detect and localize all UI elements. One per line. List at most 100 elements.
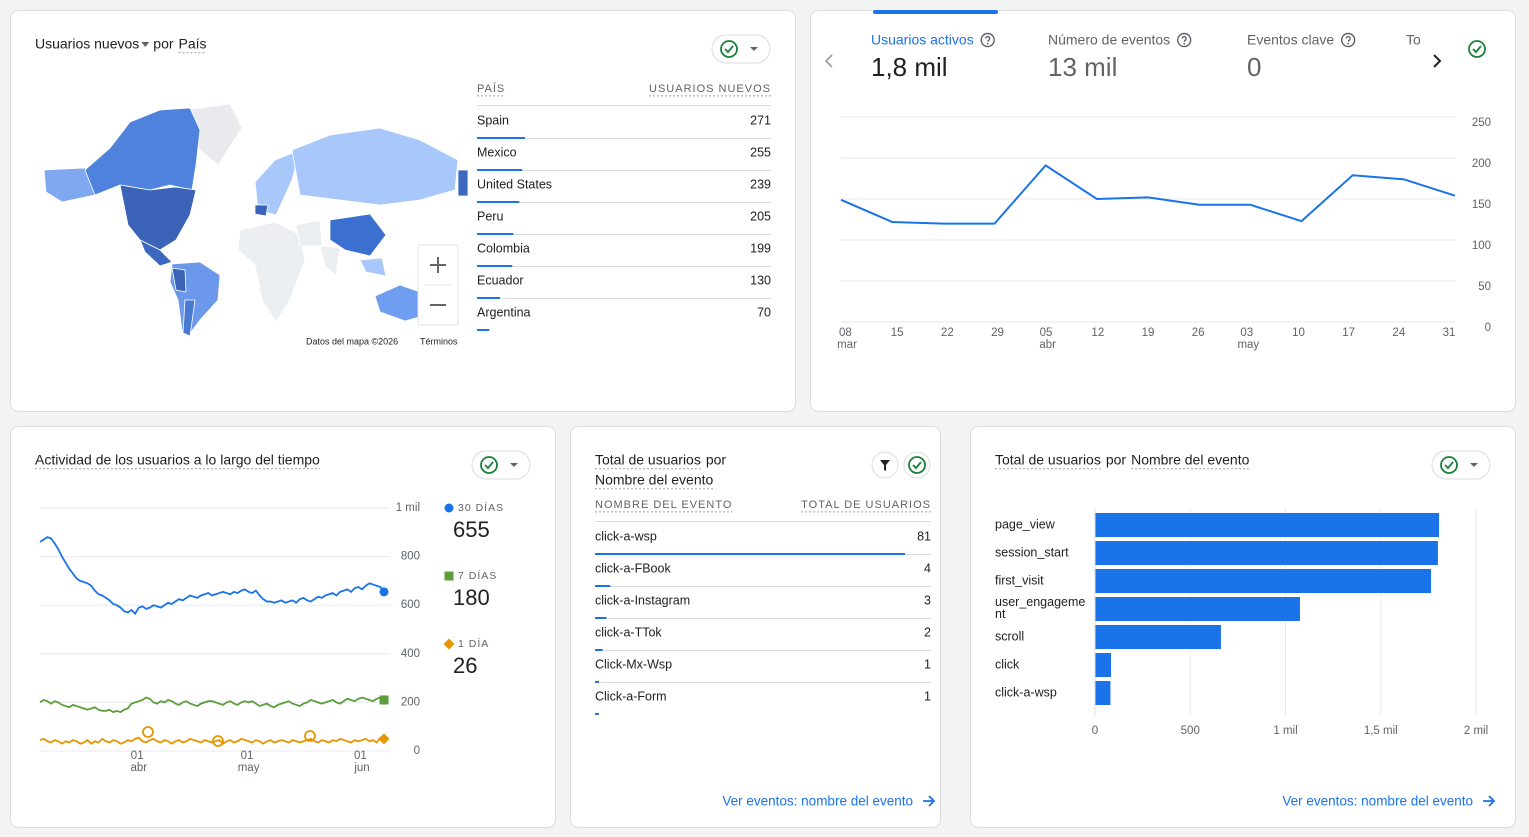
metric-dropdown[interactable] bbox=[141, 42, 150, 47]
card-title: Total de usuarios bbox=[995, 452, 1101, 468]
column-header: USUARIOS NUEVOS bbox=[649, 83, 771, 95]
value-bar bbox=[477, 329, 490, 331]
y-category-label: click-a-wsp bbox=[995, 685, 1057, 699]
help-icon[interactable] bbox=[1340, 32, 1356, 48]
y-category-label: user_engageme nt bbox=[995, 595, 1085, 621]
metric-tab-label[interactable]: Número de eventos bbox=[1048, 32, 1170, 48]
help-icon[interactable] bbox=[980, 32, 995, 48]
help-glyph bbox=[985, 35, 991, 42]
y-category-label: first_visit bbox=[995, 573, 1044, 587]
bar bbox=[1095, 597, 1300, 621]
check-icon bbox=[908, 456, 926, 474]
metric-tab-value: 1,8 mil bbox=[871, 52, 948, 82]
x-tick-label: 12 bbox=[1091, 327, 1104, 339]
y-tick-label: 800 bbox=[401, 551, 420, 563]
country-name: Argentina bbox=[477, 305, 531, 319]
card-title[interactable]: País bbox=[179, 36, 207, 52]
y-tick-label: 1 mil bbox=[396, 502, 420, 514]
dropdown-arrow bbox=[1470, 463, 1478, 467]
prev-arrow[interactable] bbox=[824, 54, 833, 68]
help-glyph bbox=[1345, 35, 1351, 42]
event-value: 3 bbox=[924, 593, 931, 607]
value-bar bbox=[477, 265, 513, 267]
value-bar bbox=[595, 713, 599, 715]
check-icon bbox=[480, 456, 498, 474]
x-tick-label: 22 bbox=[941, 327, 954, 339]
link-arrow[interactable] bbox=[923, 795, 936, 807]
event-name: click-a-TTok bbox=[595, 625, 662, 639]
metric-tab-value: 0 bbox=[1247, 52, 1261, 82]
check-mark bbox=[1472, 45, 1482, 54]
event-name: Click-Mx-Wsp bbox=[595, 657, 672, 671]
y-tick-label: 200 bbox=[401, 696, 420, 708]
check-mark bbox=[1444, 461, 1454, 470]
compare-button[interactable] bbox=[903, 451, 931, 479]
legend-value: 26 bbox=[453, 653, 477, 678]
bar bbox=[1095, 625, 1221, 649]
bar bbox=[1095, 541, 1438, 565]
value-bar bbox=[595, 649, 603, 651]
next-arrow[interactable] bbox=[1433, 54, 1442, 68]
end-marker bbox=[379, 587, 389, 597]
filter-button[interactable] bbox=[871, 451, 899, 479]
metric-tab-value: 13 mil bbox=[1048, 52, 1117, 82]
y-tick-label: 250 bbox=[1472, 117, 1491, 129]
x-tick-label: 24 bbox=[1392, 327, 1405, 339]
event-name: click-a-Instagram bbox=[595, 593, 690, 607]
card-title: por bbox=[706, 452, 727, 468]
card-title: Nombre del evento bbox=[1131, 452, 1250, 468]
map-terms[interactable]: Términos bbox=[420, 336, 458, 346]
x-tick-label: 31 bbox=[1443, 327, 1456, 339]
card-title: por bbox=[153, 36, 174, 52]
legend-marker bbox=[444, 503, 454, 513]
help-dot bbox=[1347, 42, 1350, 45]
card-events-table bbox=[570, 426, 941, 828]
card-title: Usuarios nuevos bbox=[35, 36, 139, 52]
country-name: Ecuador bbox=[477, 273, 524, 287]
line-series bbox=[39, 696, 385, 714]
card-activity bbox=[10, 426, 556, 828]
metric-tab-label[interactable]: Eventos clave bbox=[1247, 32, 1334, 48]
x-tick-label: 17 bbox=[1342, 327, 1355, 339]
value-bar bbox=[477, 233, 514, 235]
view-events-link[interactable]: Ver eventos: nombre del evento bbox=[722, 794, 913, 809]
event-value: 4 bbox=[924, 561, 931, 575]
x-tick-label: 29 bbox=[991, 327, 1004, 339]
zoom-controls bbox=[417, 244, 459, 326]
card-title: Total de usuarios bbox=[595, 452, 701, 468]
map-attribution: Datos del mapa ©2026 bbox=[306, 336, 398, 346]
legend-label: 1 DÍA bbox=[458, 637, 489, 650]
metric-tab-label[interactable]: To bbox=[1406, 32, 1421, 48]
metric-tab-label[interactable]: Usuarios activos bbox=[871, 32, 974, 48]
x-tick-label: 10 bbox=[1292, 327, 1305, 339]
x-tick-label: 1,5 mil bbox=[1364, 725, 1398, 737]
check-icon bbox=[720, 40, 738, 58]
value-bar bbox=[595, 585, 611, 587]
event-value: 1 bbox=[924, 689, 931, 703]
x-tick-label: 01 may bbox=[238, 750, 260, 774]
value-bar bbox=[595, 617, 607, 619]
link-arrow[interactable] bbox=[1483, 795, 1496, 807]
check-mark bbox=[724, 45, 734, 54]
annotation-markers[interactable] bbox=[142, 726, 316, 747]
x-tick-label: 05 abr bbox=[1039, 327, 1056, 351]
y-tick-label: 0 bbox=[1485, 322, 1491, 334]
x-tick-label: 01 jun bbox=[353, 750, 370, 774]
legend-marker bbox=[443, 638, 455, 650]
event-value: 81 bbox=[917, 529, 931, 543]
help-dot bbox=[1183, 42, 1186, 45]
check-icon bbox=[1440, 456, 1458, 474]
world-map[interactable] bbox=[43, 103, 469, 337]
y-category-label: scroll bbox=[995, 629, 1024, 643]
event-name: click-a-FBook bbox=[595, 561, 671, 575]
view-events-link[interactable]: Ver eventos: nombre del evento bbox=[1282, 794, 1473, 809]
legend-label: 30 DÍAS bbox=[458, 501, 504, 514]
country-name: United States bbox=[477, 177, 552, 191]
help-icon[interactable] bbox=[1176, 32, 1192, 48]
country-name: Colombia bbox=[477, 241, 530, 255]
x-tick-label: 15 bbox=[891, 327, 904, 339]
country-name: Spain bbox=[477, 113, 509, 127]
event-name: click-a-wsp bbox=[595, 529, 657, 543]
zoom-in[interactable] bbox=[430, 257, 446, 273]
dropdown-arrow bbox=[750, 47, 758, 51]
